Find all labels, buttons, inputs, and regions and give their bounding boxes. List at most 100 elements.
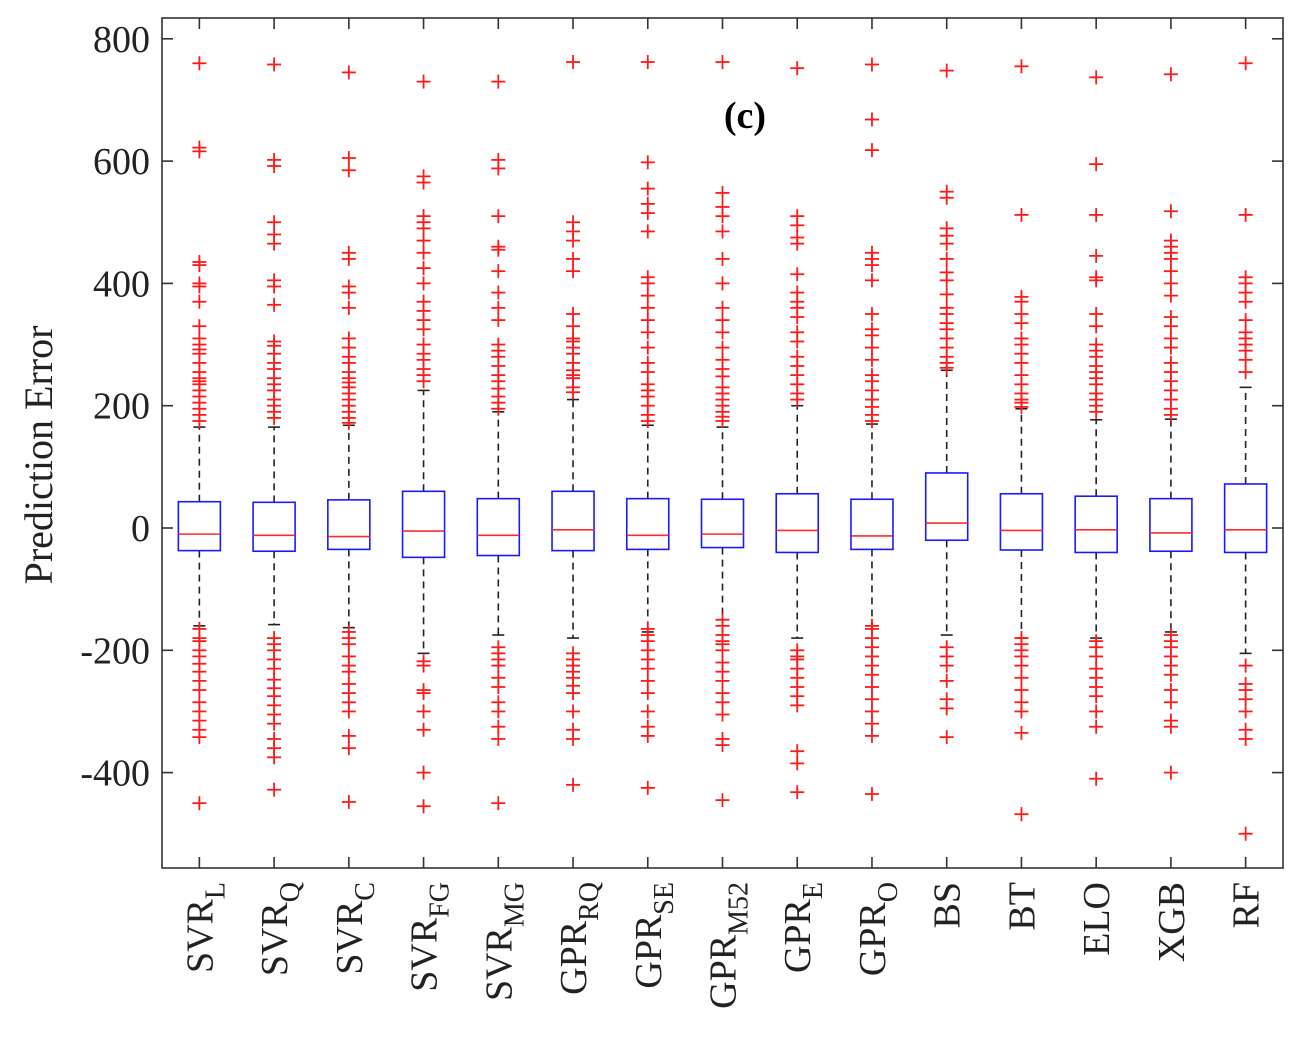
- outlier-point: [640, 300, 655, 315]
- outlier-point: [640, 55, 655, 70]
- box-group: [775, 61, 820, 800]
- outlier-point: [416, 276, 431, 291]
- outlier-point: [640, 276, 655, 291]
- box-group: [1074, 70, 1118, 786]
- outlier-point: [715, 793, 730, 808]
- outlier-point: [715, 313, 730, 328]
- outlier-point: [939, 251, 954, 266]
- x-tick-label-main: BT: [1001, 882, 1043, 931]
- outlier-point: [267, 782, 282, 797]
- x-tick-label: GPRSE: [628, 882, 680, 989]
- outlier-point: [491, 74, 506, 89]
- box-iqr: [1074, 495, 1118, 554]
- outlier-point: [267, 158, 282, 173]
- outlier-point: [864, 728, 879, 743]
- outlier-point: [491, 209, 506, 224]
- x-tick-label: SVRMG: [478, 882, 530, 1001]
- x-tick-label: GPRO: [852, 882, 904, 976]
- outlier-point: [566, 251, 581, 266]
- outlier-point: [864, 667, 879, 682]
- box-group: [401, 74, 446, 814]
- outlier-point: [1014, 399, 1029, 414]
- outlier-point: [715, 340, 730, 355]
- outlier-point: [416, 221, 431, 236]
- outlier-point: [715, 300, 730, 315]
- x-tick-label-subscript: C: [350, 882, 381, 901]
- outlier-point: [790, 61, 805, 76]
- x-tick-label: ELO: [1076, 882, 1118, 956]
- outlier-point: [715, 325, 730, 340]
- x-tick-label-main: XGB: [1151, 882, 1193, 962]
- outlier-point: [192, 279, 207, 294]
- box-group: [551, 55, 595, 792]
- x-tick-label-main: BS: [927, 882, 969, 928]
- box-group: [924, 63, 969, 745]
- outlier-point: [1014, 725, 1029, 740]
- outlier-point: [790, 698, 805, 713]
- outlier-point: [1089, 248, 1104, 263]
- outlier-point: [491, 731, 506, 746]
- outlier-point: [1238, 294, 1253, 309]
- x-tick-label-main: RF: [1226, 882, 1268, 928]
- outlier-point: [864, 716, 879, 731]
- box-iqr: [177, 500, 222, 552]
- outlier-point: [790, 267, 805, 282]
- outlier-point: [1089, 689, 1104, 704]
- box-group: [1223, 56, 1268, 841]
- outlier-point: [1014, 355, 1029, 370]
- x-tick-label: SVRC: [329, 882, 381, 975]
- outlier-point: [864, 340, 879, 355]
- outlier-point: [864, 273, 879, 288]
- box-iqr: [924, 472, 969, 542]
- outlier-point: [1014, 670, 1029, 685]
- outlier-point: [192, 258, 207, 273]
- outlier-point: [1163, 340, 1178, 355]
- outlier-point: [939, 190, 954, 205]
- box-iqr: [476, 497, 521, 557]
- box-group: [700, 55, 745, 808]
- outlier-point: [939, 701, 954, 716]
- outlier-point: [566, 704, 581, 719]
- outlier-point: [1238, 731, 1253, 746]
- outlier-point: [1014, 658, 1029, 673]
- outlier-point: [864, 112, 879, 127]
- outlier-point: [416, 374, 431, 389]
- outlier-point: [1014, 683, 1029, 698]
- outlier-point: [1089, 404, 1104, 419]
- outlier-point: [267, 716, 282, 731]
- y-tick-label: -400: [80, 753, 150, 795]
- outlier-point: [715, 738, 730, 753]
- outlier-point: [864, 352, 879, 367]
- outlier-point: [790, 334, 805, 349]
- outlier-point: [1163, 276, 1178, 291]
- x-tick-label-subscript: SE: [649, 882, 680, 915]
- outlier-point: [566, 385, 581, 400]
- x-tick-label-main: SVR: [329, 900, 371, 975]
- outlier-point: [341, 285, 356, 300]
- outlier-point: [491, 796, 506, 811]
- outlier-point: [715, 643, 730, 658]
- outlier-point: [790, 310, 805, 325]
- box-iqr: [252, 501, 296, 553]
- outlier-point: [416, 322, 431, 337]
- outlier-point: [341, 704, 356, 719]
- x-tick-label: BT: [1001, 882, 1043, 931]
- outlier-point: [939, 730, 954, 745]
- x-tick-label: RF: [1226, 882, 1268, 928]
- box-group: [999, 59, 1044, 822]
- x-tick-label-subscript: FG: [425, 882, 456, 918]
- x-tick-label-main: SVR: [404, 917, 446, 992]
- outlier-point: [864, 692, 879, 707]
- box-iqr: [625, 497, 670, 551]
- outlier-point: [1089, 273, 1104, 288]
- outlier-point: [640, 206, 655, 221]
- outlier-point: [790, 744, 805, 759]
- outlier-point: [640, 181, 655, 196]
- outlier-point: [640, 313, 655, 328]
- box-iqr: [401, 490, 446, 559]
- outlier-point: [1014, 807, 1029, 822]
- outlier-point: [566, 264, 581, 279]
- outlier-point: [640, 325, 655, 340]
- x-tick-label-subscript: MG: [499, 882, 530, 927]
